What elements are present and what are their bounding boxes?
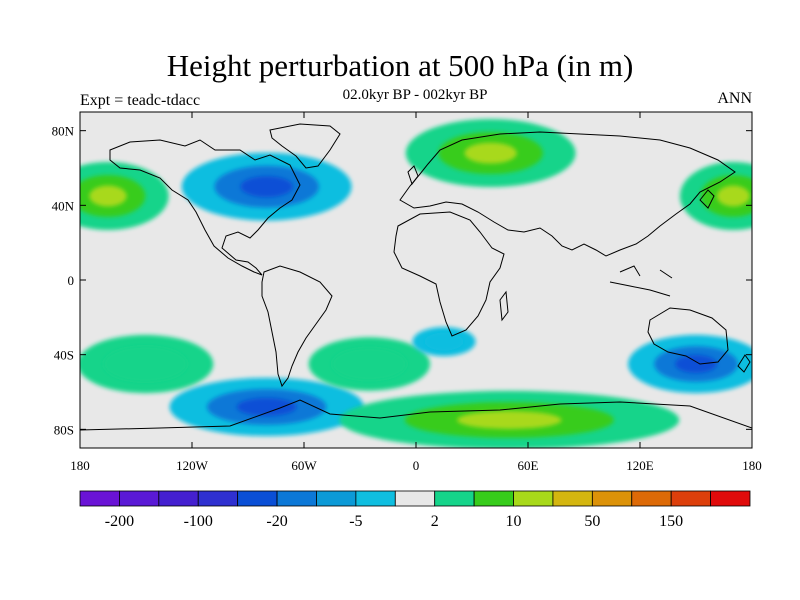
colorbar-box bbox=[552, 490, 593, 507]
coastline-eurasia bbox=[399, 131, 736, 257]
colorbar-box bbox=[394, 490, 436, 507]
colorbar-label: -200 bbox=[105, 513, 134, 530]
colorbar-box bbox=[513, 490, 554, 507]
anomaly-region-north-pacific-positive-east bbox=[679, 162, 752, 230]
experiment-label: Expt = teadc-tdacc bbox=[80, 92, 201, 109]
colorbar-label: -5 bbox=[349, 513, 362, 530]
lat-tick-label: 80S bbox=[54, 422, 74, 437]
map-panel: 80N 40N 0 40S 80S 180 120W 60W 0 60E 120E 180 bbox=[52, 111, 762, 473]
colorbar-box bbox=[631, 490, 672, 507]
coastline-antarctica bbox=[80, 399, 752, 431]
colorbar-label: 2 bbox=[431, 513, 439, 530]
coastline-australia bbox=[647, 307, 729, 365]
colorbar-label: -20 bbox=[266, 513, 287, 530]
anomaly-region-scandinavia-positive bbox=[405, 119, 576, 188]
lon-tick-label: 60E bbox=[518, 458, 539, 473]
anomaly-core-contour bbox=[103, 346, 188, 382]
anomaly-peak-contour bbox=[240, 176, 293, 198]
colorbar-box bbox=[434, 490, 475, 507]
colorbar-box bbox=[276, 490, 317, 507]
coastlines bbox=[80, 123, 752, 431]
anomaly-region-south-africa-negative bbox=[412, 327, 476, 357]
colorbar-box bbox=[197, 490, 239, 507]
colorbar-label: 10 bbox=[506, 513, 522, 530]
colorbar: -200 -100 -20 -5 2 10 50 150 bbox=[79, 490, 751, 530]
lon-tick-label: 60W bbox=[291, 458, 317, 473]
lon-tick-label: 0 bbox=[413, 458, 420, 473]
anomaly-core-contour bbox=[424, 332, 464, 351]
lon-tick-label: 180 bbox=[742, 458, 762, 473]
anomaly-region-southern-ocean-positive bbox=[339, 390, 680, 448]
coastline-madagascar bbox=[499, 290, 509, 322]
colorbar-box bbox=[119, 490, 160, 507]
anomaly-peak-contour bbox=[89, 185, 127, 207]
anomaly-region-antarctic-pacific-negative bbox=[169, 377, 364, 437]
map-title: Height perturbation at 500 hPa (in m) bbox=[166, 48, 634, 83]
lon-tick-label: 180 bbox=[70, 458, 90, 473]
colorbar-box bbox=[710, 490, 751, 507]
coastline-south-america bbox=[261, 265, 333, 388]
lat-tick-label: 80N bbox=[52, 124, 75, 139]
colorbar-box bbox=[237, 490, 278, 507]
lon-tick-label: 120E bbox=[626, 458, 654, 473]
lat-tick-label: 0 bbox=[68, 273, 75, 288]
axis-ticks: 80N 40N 0 40S 80S 180 120W 60W 0 60E 120E 180 bbox=[52, 112, 762, 473]
colorbar-box bbox=[670, 490, 711, 507]
anomaly-region-south-atlantic-positive bbox=[308, 337, 431, 391]
anomaly-peak-contour bbox=[675, 355, 717, 373]
anomaly-peak-contour bbox=[236, 397, 297, 416]
anomaly-region-australia-negative bbox=[628, 334, 752, 394]
coastline-maritime-continent bbox=[609, 265, 673, 297]
anomaly-peak-contour bbox=[457, 411, 562, 429]
anomaly-region-north-pacific-positive bbox=[80, 162, 169, 230]
lat-tick-label: 40N bbox=[52, 198, 75, 213]
coastline-north-america bbox=[109, 139, 301, 276]
colorbar-box bbox=[79, 490, 120, 507]
colorbar-box bbox=[158, 490, 199, 507]
coastline-japan bbox=[699, 189, 715, 209]
lon-tick-label: 120W bbox=[176, 458, 209, 473]
map-subtitle: 02.0kyr BP - 002kyr BP bbox=[342, 87, 488, 103]
colorbar-label: 50 bbox=[584, 513, 600, 530]
anomaly-peak-contour bbox=[716, 185, 750, 207]
colorbar-label: 150 bbox=[659, 513, 683, 530]
colorbar-box bbox=[591, 490, 633, 507]
anomaly-peak-contour bbox=[464, 142, 517, 164]
coastline-africa bbox=[393, 211, 505, 337]
lat-tick-label: 40S bbox=[54, 348, 74, 363]
coastline-greenland bbox=[269, 123, 341, 169]
coastline-new-zealand bbox=[737, 354, 751, 373]
anomaly-region-north-america-negative bbox=[181, 152, 352, 221]
season-label: ANN bbox=[717, 90, 752, 107]
colorbar-box bbox=[316, 490, 357, 507]
colorbar-box bbox=[355, 490, 396, 507]
colorbar-box bbox=[473, 490, 514, 507]
anomaly-core-contour bbox=[332, 347, 407, 381]
colorbar-label: -100 bbox=[184, 513, 213, 530]
coastline-british-isles bbox=[407, 165, 419, 186]
anomaly-region-south-pacific-positive bbox=[80, 334, 214, 394]
